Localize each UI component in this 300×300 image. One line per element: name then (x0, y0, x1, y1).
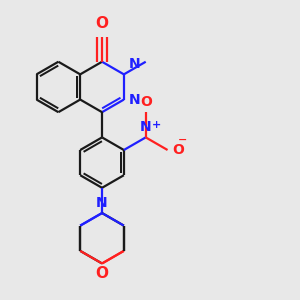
Text: O: O (95, 266, 109, 281)
Text: +: + (152, 120, 161, 130)
Text: −: − (178, 135, 188, 145)
Text: O: O (172, 143, 184, 157)
Text: N: N (140, 120, 152, 134)
Text: O: O (140, 95, 152, 109)
Text: N: N (96, 196, 108, 210)
Text: N: N (128, 93, 140, 106)
Text: O: O (95, 16, 109, 31)
Text: N: N (128, 57, 140, 71)
